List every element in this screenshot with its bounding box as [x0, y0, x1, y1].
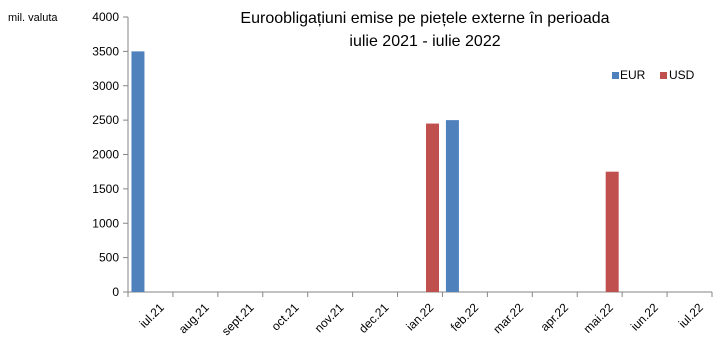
legend: EUR USD	[612, 68, 695, 82]
legend-swatch-eur	[612, 72, 619, 79]
axes: 0 500 1000 1500 2000 2500 3000 3500 4000 iul.21 au…	[92, 10, 713, 338]
x-tick-label: aug.21	[176, 300, 212, 336]
bar-eur-feb.22	[445, 120, 459, 292]
y-unit-label: mil. valuta	[8, 12, 58, 24]
y-tick-label: 3000	[92, 79, 119, 93]
x-tick-label: sept.21	[219, 300, 257, 338]
y-tick-label: 2000	[92, 148, 119, 162]
x-tick-label: iul.22	[676, 300, 706, 330]
legend-label-eur: EUR	[620, 68, 646, 82]
chart-title-line-2: iulie 2021 - iulie 2022	[349, 33, 500, 50]
bar-eur-iul.21	[131, 51, 145, 292]
x-tick-label: nov.21	[312, 300, 347, 335]
y-tick-label: 1500	[92, 182, 119, 196]
x-tick-label: feb.22	[448, 300, 482, 334]
bars	[131, 51, 619, 292]
chart-title-line-1: Euroobligațiuni emise pe piețele externe…	[240, 10, 609, 27]
x-tick-label: dec.21	[356, 300, 392, 336]
x-tick-label: ian.22	[403, 300, 436, 333]
y-tick-label: 1000	[92, 216, 119, 230]
y-tick-label: 4000	[92, 10, 119, 24]
x-tick-label: iul.21	[137, 300, 167, 330]
y-tick-label: 2500	[92, 113, 119, 127]
x-tick-label: oct.21	[269, 300, 302, 333]
x-tick-label: mar.22	[490, 300, 526, 336]
x-tick-label: iun.22	[628, 300, 661, 333]
bar-usd-mai.22	[605, 171, 619, 292]
legend-label-usd: USD	[669, 68, 695, 82]
bar-usd-ian.22	[426, 123, 439, 292]
x-tick-label: mai.22	[581, 300, 617, 336]
legend-swatch-usd	[660, 72, 667, 79]
y-tick-label: 0	[112, 285, 119, 299]
x-tick-label: apr.22	[538, 300, 572, 334]
y-tick-label: 500	[99, 251, 119, 265]
y-tick-label: 3500	[92, 44, 119, 58]
